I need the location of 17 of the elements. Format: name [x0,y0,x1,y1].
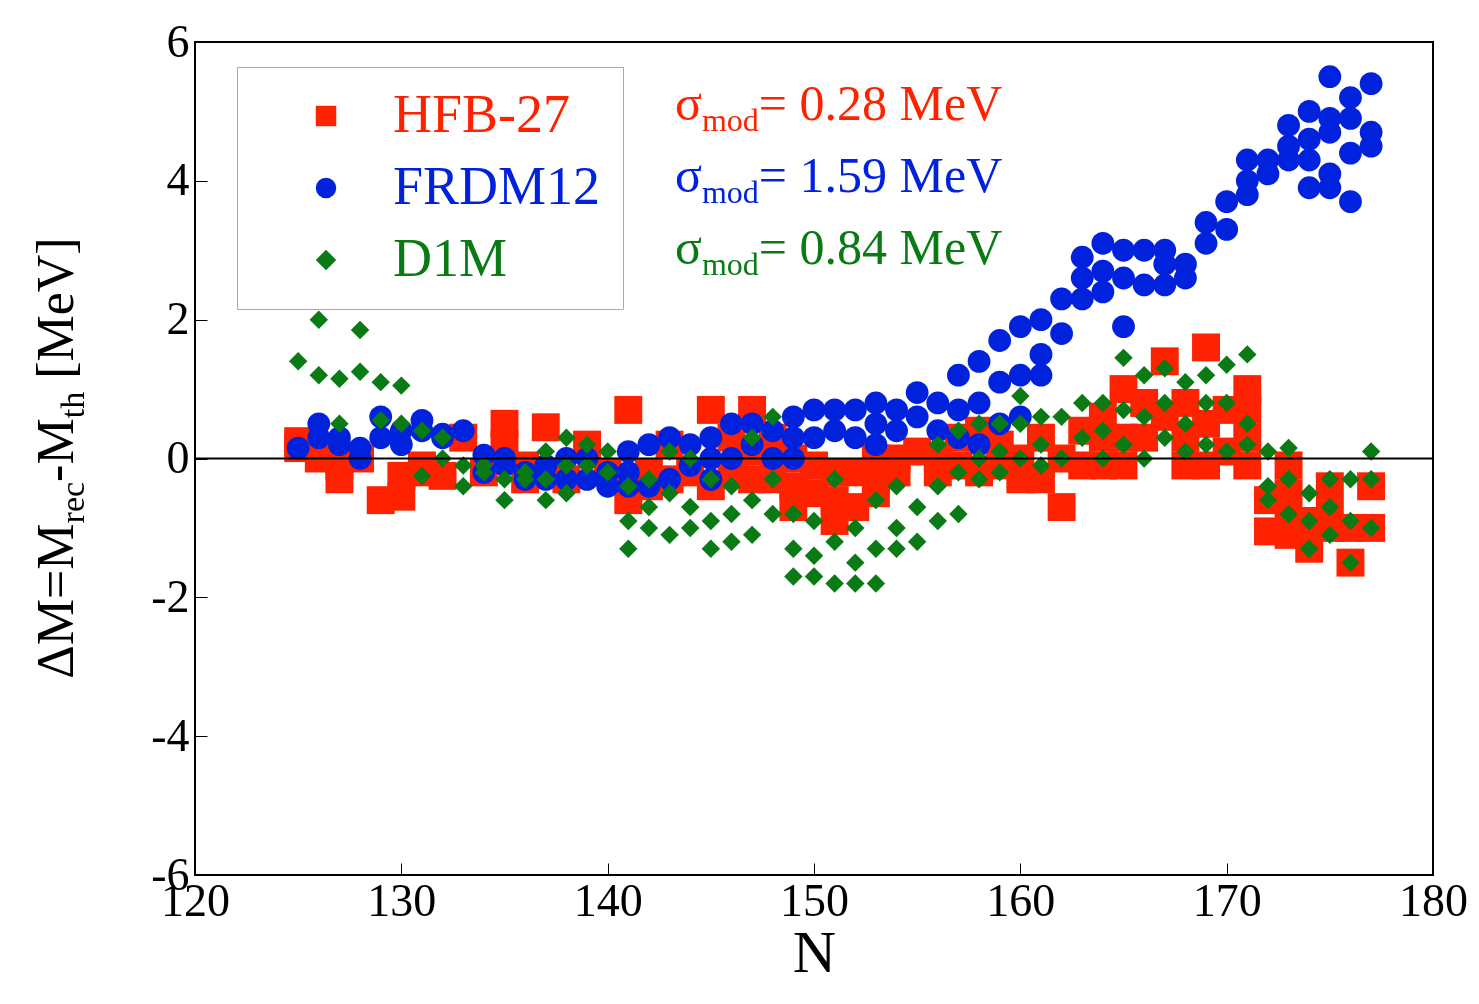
x-tick-label: 140 [573,874,643,926]
annotation: σ$_{mod}$= 1.59 MeV [675,147,1003,210]
x-tick-label: 180 [1399,874,1468,926]
y-tick-label: 4 [166,154,190,206]
x-tick-label: 170 [1192,874,1262,926]
legend-label: FRDM12 [393,156,601,216]
y-tick-label: -2 [151,570,190,622]
annotation: σ$_{mod}$= 0.28 MeV [675,75,1003,138]
y-tick-label: -4 [151,709,190,761]
legend-label: HFB-27 [393,84,571,144]
legend-label: D1M [393,228,508,288]
y-tick-label: 2 [166,293,190,345]
annotation: σ$_{mod}$= 0.84 MeV [675,219,1003,282]
y-tick-label: 6 [166,15,190,67]
x-tick-label: 160 [986,874,1056,926]
x-tick-label: 130 [367,874,437,926]
y-tick-label: 0 [166,432,190,483]
